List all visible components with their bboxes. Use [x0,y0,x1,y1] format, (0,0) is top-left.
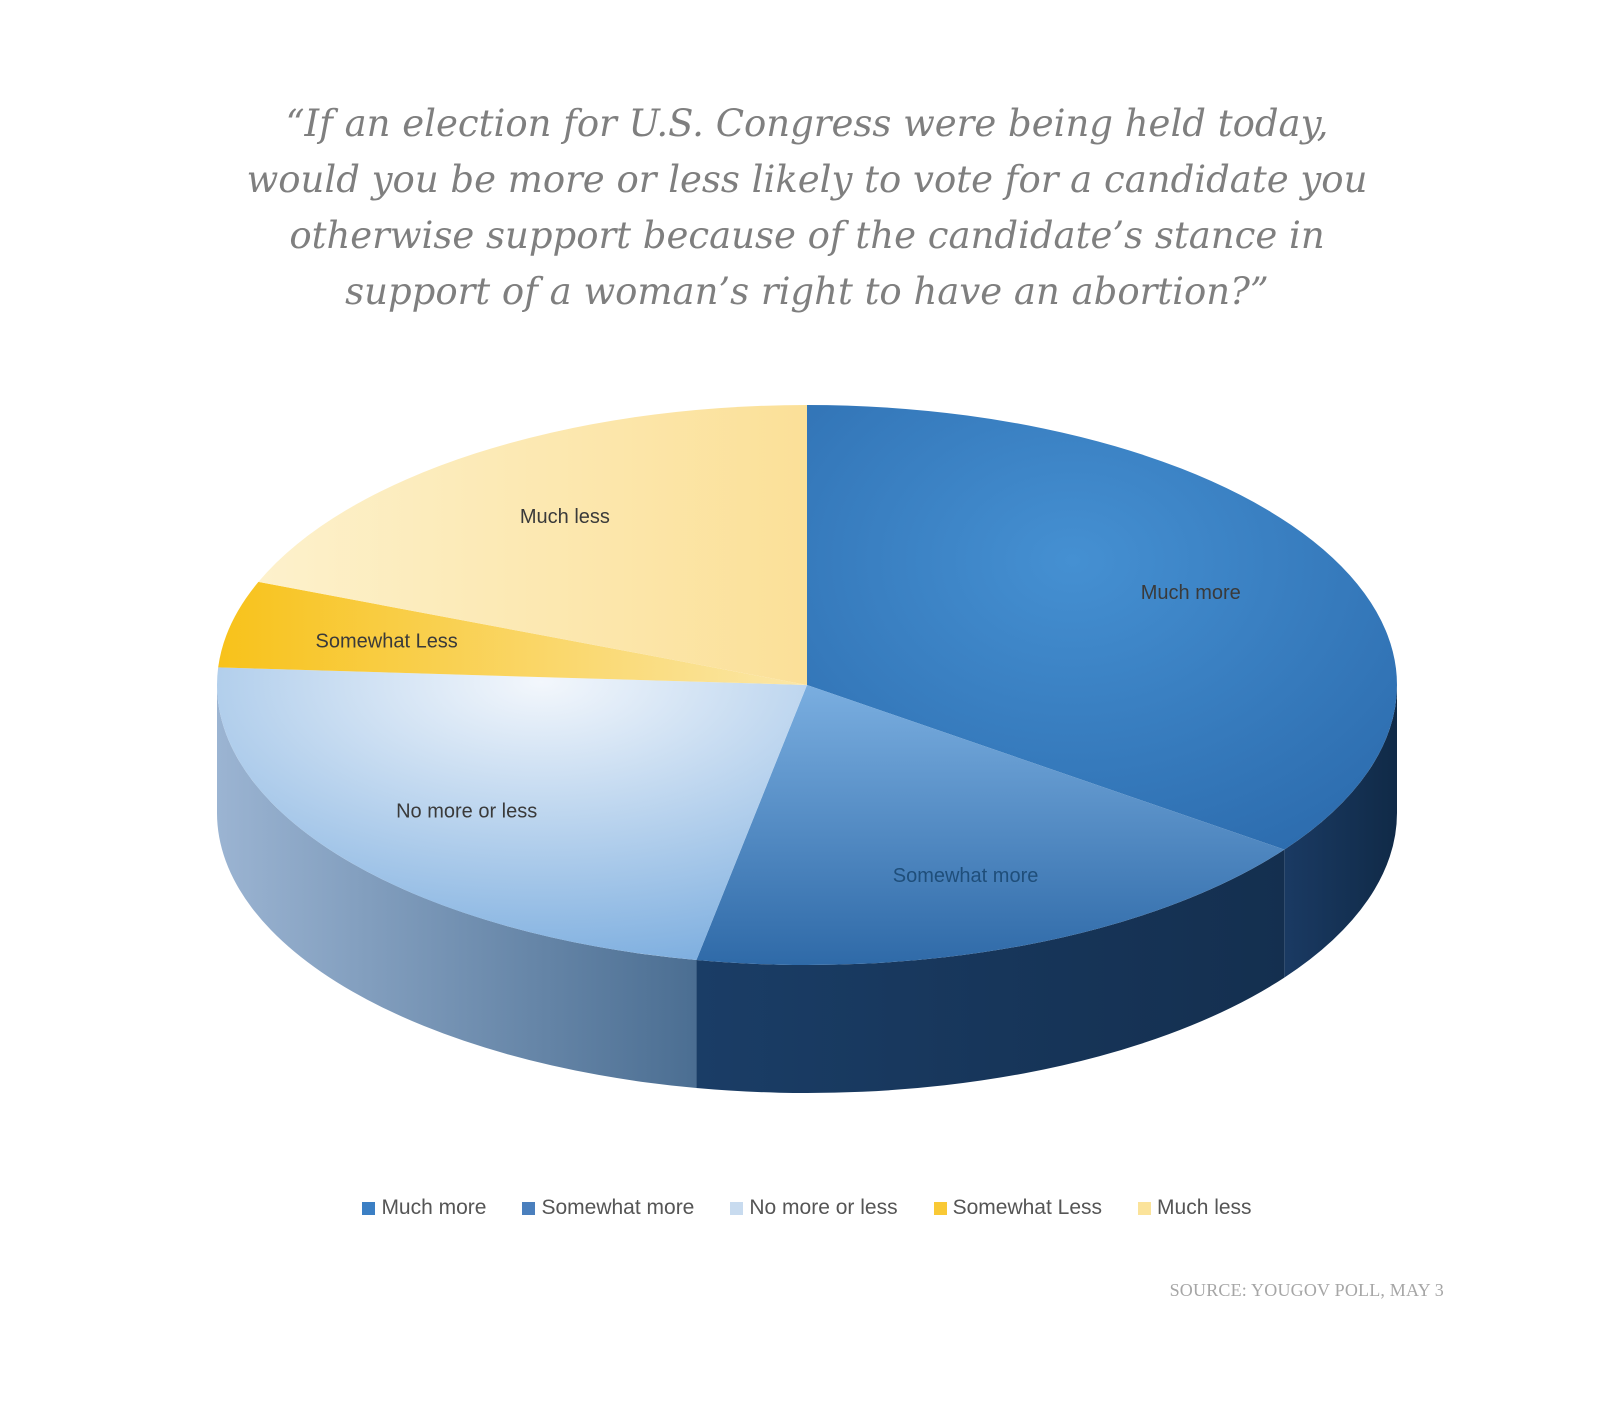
pie-slice-somewhat-more [696,685,1285,965]
legend-item-somewhat-less: Somewhat Less [933,1196,1103,1220]
legend-swatch [730,1201,744,1215]
data-label-much-more: Much more [1141,582,1241,604]
data-label-somewhat-less: Somewhat Less [316,630,458,652]
legend-swatch [933,1201,947,1215]
title-line: support of a woman’s right to have an ab… [345,270,1269,313]
title-line: “If an election for U.S. Congress were b… [285,102,1329,145]
legend-item-no-more-or-less: No more or less [730,1196,898,1220]
legend-label: Much more [381,1196,487,1219]
pie-side-somewhat-more [696,849,1285,1093]
pie-slice-no-more-or-less [216,667,807,961]
legend-label: No more or less [749,1196,898,1219]
legend-swatch [362,1201,376,1215]
pie-side-no-more-or-less [217,685,697,1089]
legend-swatch [1138,1201,1152,1215]
chart-title: “If an election for U.S. Congress were b… [0,96,1614,320]
legend-item-much-less: Much less [1138,1196,1252,1220]
legend-item-much-more: Much more [362,1196,486,1220]
data-label-much-less: Much less [520,506,610,528]
title-line: would you be more or less likely to vote… [246,158,1368,201]
legend-item-somewhat-more: Somewhat more [522,1196,694,1220]
pie-slice-much-more [807,405,1398,850]
legend-label: Much less [1157,1196,1252,1219]
data-label-no-more-or-less: No more or less [396,800,537,822]
legend-label: Somewhat Less [952,1196,1103,1219]
pie-slice-somewhat-less [218,581,807,685]
data-label-somewhat-more: Somewhat more [893,865,1039,887]
legend-label: Somewhat more [541,1196,695,1219]
pie-side-much-more [1284,685,1397,978]
pie-slice-much-less [258,405,807,685]
title-line: otherwise support because of the candida… [289,214,1325,257]
legend: Much more Somewhat more No more or less … [0,1196,1614,1220]
source-note: SOURCE: YOUGOV POLL, MAY 3 [1169,1280,1444,1300]
legend-swatch [522,1201,536,1215]
